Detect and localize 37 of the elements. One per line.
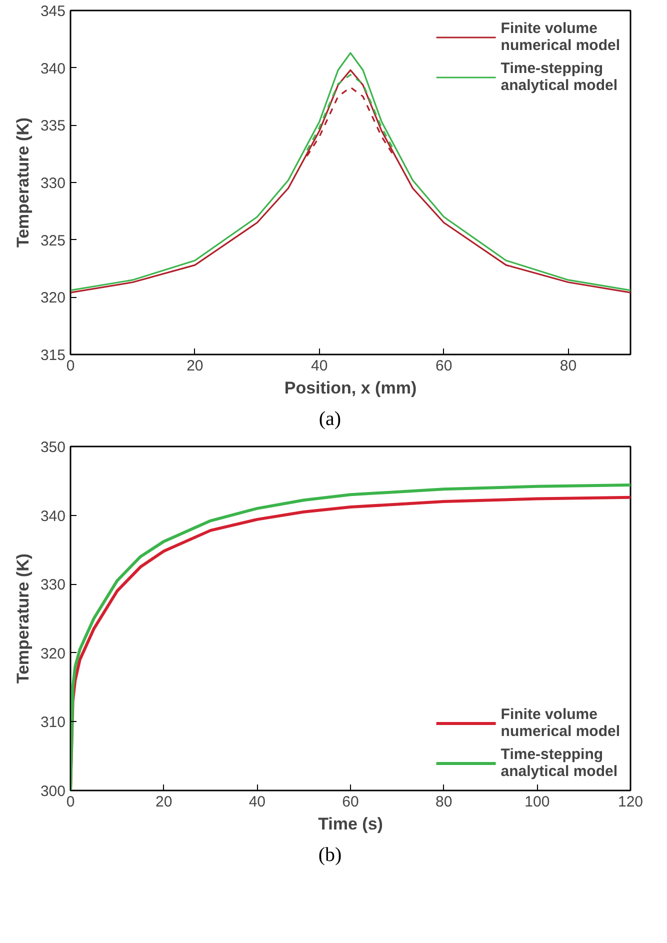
y-tick-label: 340 [40, 508, 66, 525]
x-tick-label: 80 [435, 794, 452, 810]
x-tick-label: 80 [560, 358, 577, 374]
y-tick-label: 320 [40, 290, 66, 307]
x-tick-label: 60 [342, 794, 359, 810]
legend-label: Time-stepping analytical model [500, 746, 618, 780]
y-tick-label: 330 [40, 576, 66, 594]
legend-label: Time-stepping analytical model [500, 60, 618, 94]
text: (b) [318, 843, 342, 868]
y-tick-label: 325 [40, 232, 66, 250]
y-axis-title: Temperature (K) [13, 117, 32, 248]
y-tick-label: 330 [40, 175, 66, 192]
text: (a) [318, 407, 342, 432]
y-axis-title: Temperature (K) [13, 553, 32, 684]
x-tick-label: 20 [155, 794, 172, 810]
y-tick-label: 345 [40, 3, 66, 20]
legend-label: Finite volume numerical model [500, 20, 620, 54]
y-tick-label: 350 [40, 439, 66, 456]
y-tick-label: 315 [40, 347, 66, 364]
x-tick-label: 0 [66, 794, 75, 810]
x-tick-label: 120 [618, 794, 644, 810]
y-tick-label: 300 [40, 783, 66, 800]
x-tick-label: 40 [311, 358, 328, 374]
y-tick-label: 310 [40, 714, 66, 732]
y-tick-label: 320 [40, 645, 66, 662]
x-axis-title: Time (s) [318, 814, 383, 834]
x-tick-label: 100 [524, 794, 550, 810]
y-tick-label: 340 [40, 60, 66, 78]
x-tick-label: 20 [186, 358, 204, 374]
x-axis-title: Position, x (mm) [284, 378, 417, 398]
y-tick-label: 335 [40, 118, 66, 135]
x-tick-label: 60 [435, 358, 452, 374]
x-tick-label: 0 [66, 358, 75, 374]
legend-label: Finite volume numerical model [500, 706, 620, 740]
line-series [306, 74, 395, 152]
line-series [306, 86, 395, 157]
x-tick-label: 40 [248, 794, 266, 810]
